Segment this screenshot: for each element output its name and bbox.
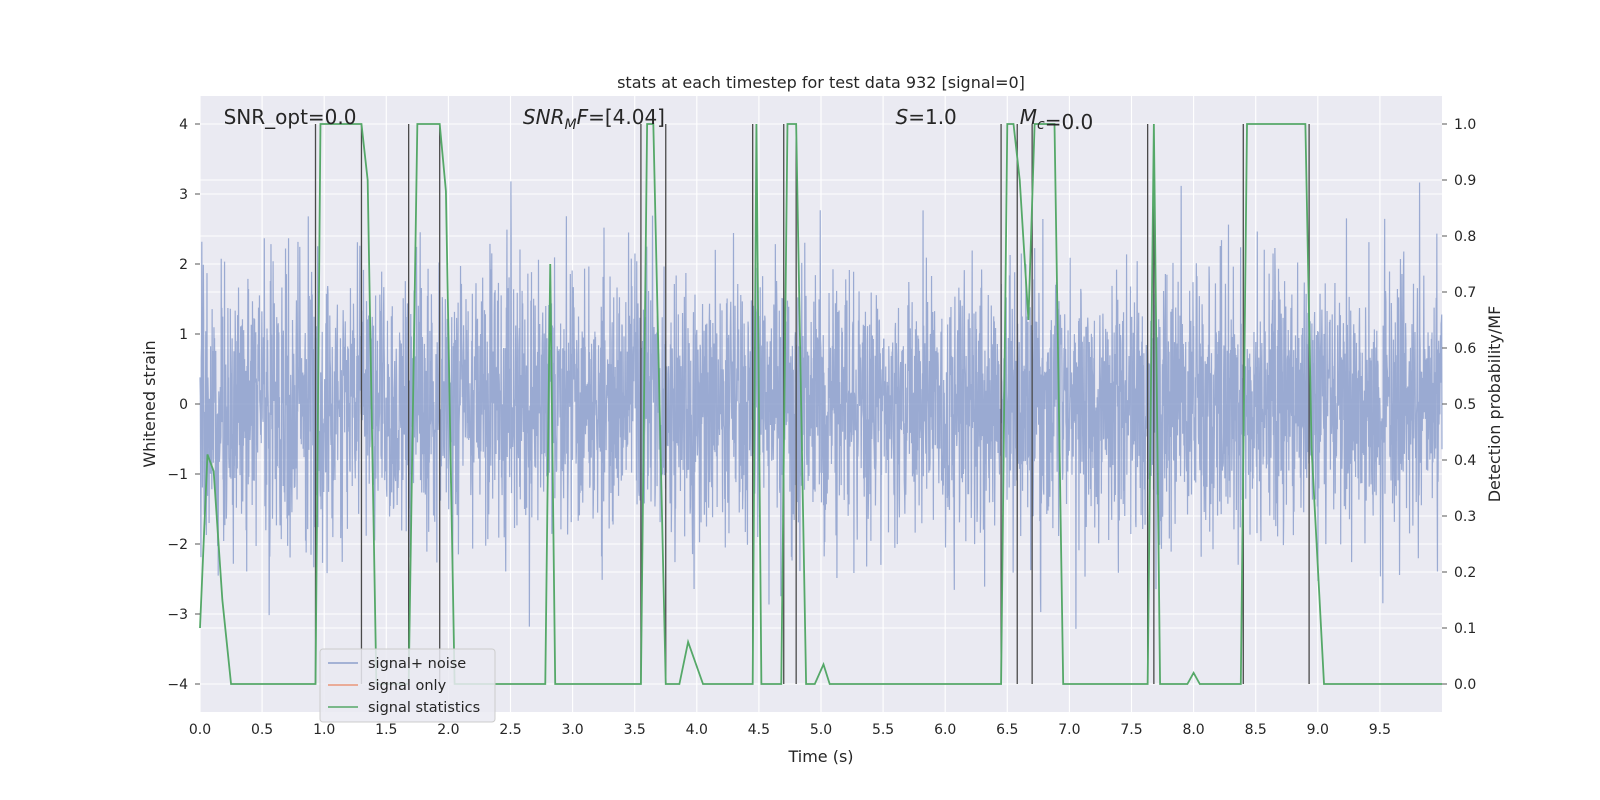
x-tick-label: 2.5 xyxy=(499,722,521,738)
legend-entry-0: signal+ noise xyxy=(368,656,466,672)
y-tick-label: −3 xyxy=(167,607,188,623)
legend-entry-1: signal only xyxy=(368,678,447,694)
annotation-prefix: SNR_opt xyxy=(224,105,308,129)
x-tick-label: 5.0 xyxy=(810,722,832,738)
legend: signal+ noise signal only signal statist… xyxy=(319,648,496,723)
x-tick-label: 5.5 xyxy=(872,722,894,738)
x-tick-label: 9.0 xyxy=(1307,722,1329,738)
chart-title: stats at each timestep for test data 932… xyxy=(617,73,1025,92)
legend-box xyxy=(319,648,496,723)
y-tick-label: −4 xyxy=(167,677,188,693)
x-axis-ticks: 0.0 0.5 1.0 1.5 2.0 2.5 3.0 3.5 4.0 4.5 5.0 5.5 6.0 6… xyxy=(189,722,1391,738)
legend-entry-2: signal statistics xyxy=(368,700,480,716)
x-tick-label: 3.5 xyxy=(624,722,646,738)
x-tick-label: 1.5 xyxy=(375,722,397,738)
y2-tick-label: 0.1 xyxy=(1454,621,1476,637)
annotation-value: =0.0 xyxy=(308,105,357,129)
annotation-0: SNR_opt=0.0 xyxy=(224,105,357,129)
x-tick-label: 2.0 xyxy=(437,722,459,738)
y-tick-label: −2 xyxy=(167,537,188,553)
y2-tick-label: 0.3 xyxy=(1454,509,1476,525)
y2-tick-label: 0.8 xyxy=(1454,229,1476,245)
y2-tick-label: 0.4 xyxy=(1454,453,1476,469)
series-signal-statistics xyxy=(199,123,1442,685)
y-axis-label: Whitened strain xyxy=(140,340,159,467)
y2-tick-label: 1.0 xyxy=(1454,117,1476,133)
y2-axis-label: Detection probability/MF xyxy=(1485,306,1504,503)
x-tick-label: 9.5 xyxy=(1369,722,1391,738)
annotation-prefix: M xyxy=(1020,105,1037,129)
y2-tick-label: 0.0 xyxy=(1454,677,1476,693)
y-tick-label: 2 xyxy=(179,257,188,273)
annotation-prefix: SNR xyxy=(523,105,565,129)
x-tick-label: 8.5 xyxy=(1245,722,1267,738)
x-tick-label: 1.0 xyxy=(313,722,335,738)
annotation-value: =0.0 xyxy=(1045,110,1094,134)
y2-tick-label: 0.6 xyxy=(1454,341,1476,357)
y2-tick-label: 0.9 xyxy=(1454,173,1476,189)
x-tick-label: 8.0 xyxy=(1182,722,1204,738)
annotations: SNR_opt=0.0 SNRMF=[4.04] S=1.0 Mc=0.0 xyxy=(224,105,1094,134)
y-tick-label: 0 xyxy=(179,397,188,413)
y-axis-ticks: −4 −3 −2 −1 0 1 2 3 4 xyxy=(167,117,200,693)
annotation-sub: M xyxy=(564,117,576,133)
annotation-2: S=1.0 xyxy=(896,105,957,129)
y-tick-label: 1 xyxy=(179,327,188,343)
annotation-value: =1.0 xyxy=(908,105,957,129)
annotation-sub: c xyxy=(1037,117,1045,133)
series-signal-noise xyxy=(199,181,1443,629)
annotation-value: =[4.04] xyxy=(588,105,665,129)
y2-tick-label: 0.7 xyxy=(1454,285,1476,301)
x-tick-label: 0.0 xyxy=(189,722,211,738)
x-tick-label: 6.0 xyxy=(934,722,956,738)
y2-tick-label: 0.2 xyxy=(1454,565,1476,581)
x-tick-label: 3.0 xyxy=(561,722,583,738)
annotation-prefix: S xyxy=(896,105,909,129)
y-tick-label: −1 xyxy=(167,467,188,483)
annotation-3: Mc=0.0 xyxy=(1020,105,1094,134)
annotation-suffix: F xyxy=(577,105,589,129)
x-axis-label: Time (s) xyxy=(787,747,853,766)
annotation-1: SNRMF=[4.04] xyxy=(523,105,665,133)
x-tick-label: 4.5 xyxy=(748,722,770,738)
y-tick-label: 4 xyxy=(179,117,188,133)
x-tick-label: 0.5 xyxy=(251,722,273,738)
x-tick-label: 4.0 xyxy=(686,722,708,738)
x-tick-label: 7.0 xyxy=(1058,722,1080,738)
y2-axis-ticks: 0.0 0.1 0.2 0.3 0.4 0.5 0.6 0.7 0.8 0.9 1.0 xyxy=(1442,117,1476,693)
noise-line xyxy=(199,181,1443,629)
x-tick-label: 7.5 xyxy=(1120,722,1142,738)
y2-tick-label: 0.5 xyxy=(1454,397,1476,413)
statistics-line xyxy=(199,123,1442,685)
x-tick-label: 6.5 xyxy=(996,722,1018,738)
y-tick-label: 3 xyxy=(179,187,188,203)
